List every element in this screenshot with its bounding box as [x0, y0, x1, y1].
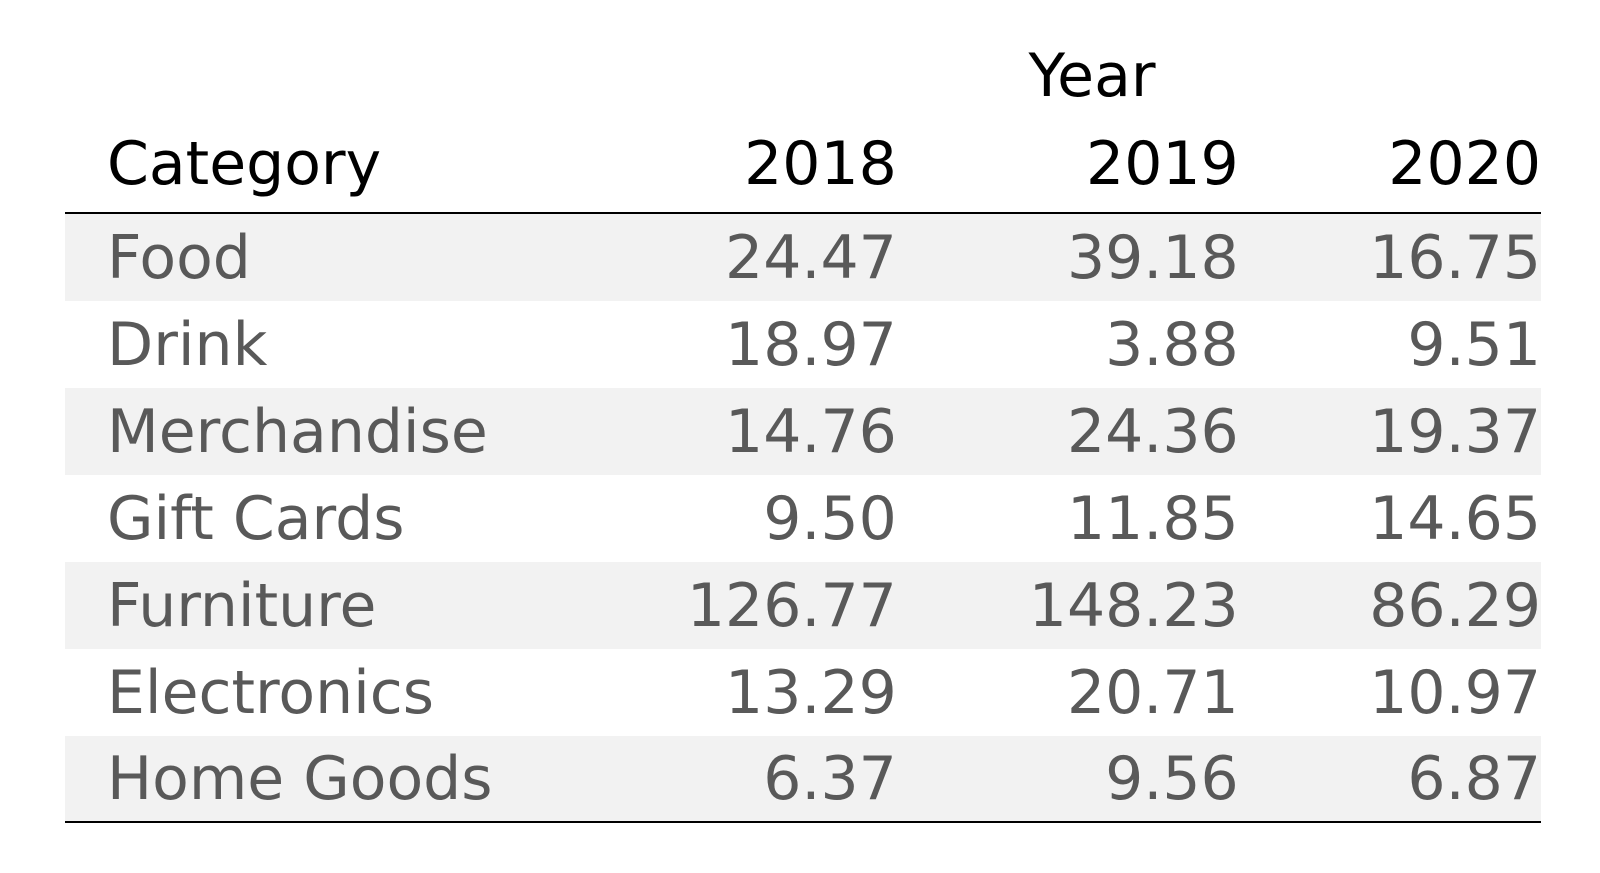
table-body: Food 24.47 39.18 16.75 Drink 18.97 3.88 9.51 Mer… — [65, 214, 1541, 823]
cell-value-2018: 9.50 — [763, 483, 897, 554]
cell-value-2018: 18.97 — [725, 309, 897, 380]
cell-value-2020: 6.87 — [1407, 743, 1541, 814]
cell-value-2020: 19.37 — [1369, 396, 1541, 467]
cell-value-2018: 14.76 — [725, 396, 897, 467]
data-table: Year Category 2018 2019 2020 Food 24.47 39… — [65, 0, 1541, 823]
header-2020: 2020 — [1388, 129, 1541, 199]
header-category: Category — [107, 129, 382, 199]
spanner-label-year: Year — [1028, 41, 1156, 111]
cell-value-2020: 10.97 — [1369, 657, 1541, 728]
cell-value-2020: 9.51 — [1407, 309, 1541, 380]
header-2018: 2018 — [744, 129, 897, 199]
column-spanner: Year — [65, 0, 1541, 118]
cell-category: Drink — [107, 309, 268, 380]
cell-value-2019: 39.18 — [1066, 222, 1239, 293]
table-row: Furniture 126.77 148.23 86.29 — [65, 562, 1541, 649]
table-row: Electronics 13.29 20.71 10.97 — [65, 649, 1541, 736]
cell-value-2019: 3.88 — [1105, 309, 1239, 380]
table-row: Food 24.47 39.18 16.75 — [65, 214, 1541, 301]
cell-value-2019: 20.71 — [1066, 657, 1239, 728]
table-header-row: Category 2018 2019 2020 — [65, 118, 1541, 214]
cell-value-2020: 16.75 — [1369, 222, 1541, 293]
cell-category: Home Goods — [107, 743, 493, 814]
cell-category: Food — [107, 222, 251, 293]
header-2019: 2019 — [1086, 129, 1239, 199]
table-row: Home Goods 6.37 9.56 6.87 — [65, 736, 1541, 823]
cell-value-2019: 9.56 — [1105, 743, 1239, 814]
table-row: Gift Cards 9.50 11.85 14.65 — [65, 475, 1541, 562]
cell-value-2020: 14.65 — [1369, 483, 1541, 554]
cell-value-2018: 13.29 — [725, 657, 897, 728]
cell-category: Electronics — [107, 657, 435, 728]
cell-value-2019: 24.36 — [1066, 396, 1239, 467]
cell-value-2018: 126.77 — [686, 570, 897, 641]
table-row: Drink 18.97 3.88 9.51 — [65, 301, 1541, 388]
cell-value-2018: 24.47 — [725, 222, 897, 293]
cell-category: Merchandise — [107, 396, 488, 467]
cell-value-2019: 148.23 — [1028, 570, 1239, 641]
cell-value-2020: 86.29 — [1369, 570, 1541, 641]
cell-value-2018: 6.37 — [763, 743, 897, 814]
cell-category: Gift Cards — [107, 483, 405, 554]
cell-category: Furniture — [107, 570, 377, 641]
cell-value-2019: 11.85 — [1066, 483, 1239, 554]
table-row: Merchandise 14.76 24.36 19.37 — [65, 388, 1541, 475]
